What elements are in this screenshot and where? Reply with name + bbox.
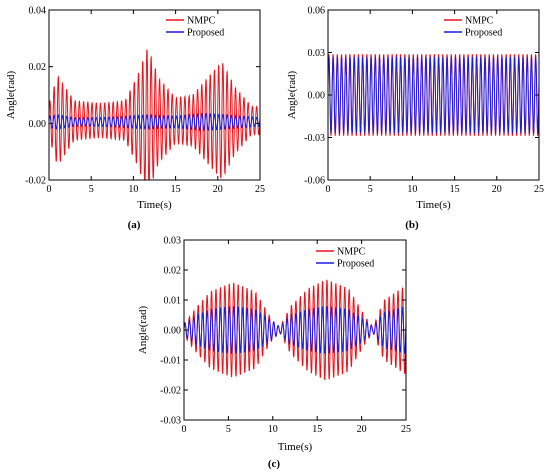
y-tick-label: -0.03 <box>160 416 181 427</box>
y-tick-label: -0.06 <box>304 176 325 187</box>
x-tick-label: 25 <box>534 184 544 195</box>
panel-label: (c) <box>268 458 281 470</box>
legend-label-proposed: Proposed <box>187 28 224 39</box>
y-tick-label: 0.03 <box>164 236 182 247</box>
y-tick-label: 0.04 <box>29 6 47 17</box>
y-axis-label: Angle(rad) <box>286 71 298 120</box>
x-tick-label: 15 <box>171 184 181 195</box>
y-tick-label: 0.00 <box>164 326 182 337</box>
series-line-proposed <box>184 306 406 354</box>
y-tick-label: 0.01 <box>164 296 182 307</box>
legend-label-nmpc: NMPC <box>337 247 366 258</box>
series-line-proposed <box>49 112 260 132</box>
x-tick-label: 5 <box>226 424 231 435</box>
x-tick-label: 10 <box>268 424 278 435</box>
y-tick-label: -0.02 <box>25 176 46 187</box>
x-tick-label: 15 <box>450 184 460 195</box>
x-axis-label: Time(s) <box>278 441 313 453</box>
panel-label: (b) <box>405 219 419 231</box>
y-axis-label: Angle(rad) <box>137 306 149 355</box>
x-tick-label: 10 <box>128 184 138 195</box>
y-tick-label: 0.03 <box>308 48 326 59</box>
x-tick-label: 25 <box>401 424 411 435</box>
x-tick-label: 0 <box>326 184 331 195</box>
y-tick-label: -0.03 <box>304 133 325 144</box>
x-tick-label: 20 <box>357 424 367 435</box>
y-tick-label: 0.02 <box>29 62 47 73</box>
y-tick-label: 0.06 <box>308 6 326 17</box>
x-tick-label: 0 <box>182 424 187 435</box>
chart-panel-c: 0 5 10 15 20 25 -0.03 -0.02 -0.01 0.00 0.01 0.02 0.0… <box>137 236 411 471</box>
x-tick-label: 10 <box>407 184 417 195</box>
y-tick-label: 0.00 <box>29 119 47 130</box>
y-axis-label: Angle(rad) <box>5 71 17 120</box>
y-tick-label: -0.01 <box>160 356 181 367</box>
y-tick-label: 0.02 <box>164 266 182 277</box>
series-line-proposed <box>328 56 539 134</box>
x-tick-label: 20 <box>492 184 502 195</box>
y-tick-label: 0.00 <box>308 91 326 102</box>
x-tick-label: 0 <box>47 184 52 195</box>
legend-label-proposed: Proposed <box>337 259 374 270</box>
legend-label-nmpc: NMPC <box>187 16 216 27</box>
legend-label-proposed: Proposed <box>465 28 502 39</box>
chart-panel-a: 0 5 10 15 20 25 -0.02 0.00 0.02 0.04 Time(s) Angle(… <box>5 6 265 232</box>
y-tick-label: -0.02 <box>160 386 181 397</box>
plot-frame <box>48 9 261 181</box>
panel-label: (a) <box>128 219 141 231</box>
legend-label-nmpc: NMPC <box>465 16 494 27</box>
x-tick-label: 20 <box>213 184 223 195</box>
x-axis-label: Time(s) <box>137 199 172 211</box>
x-tick-label: 5 <box>368 184 373 195</box>
x-tick-label: 25 <box>255 184 265 195</box>
x-tick-label: 5 <box>89 184 94 195</box>
x-axis-label: Time(s) <box>416 199 451 211</box>
chart-panel-b: 0 5 10 15 20 25 -0.06 -0.03 0.00 0.03 0.06 Time(s) A… <box>286 6 544 232</box>
x-tick-label: 15 <box>312 424 322 435</box>
series-line-nmpc <box>49 49 260 180</box>
